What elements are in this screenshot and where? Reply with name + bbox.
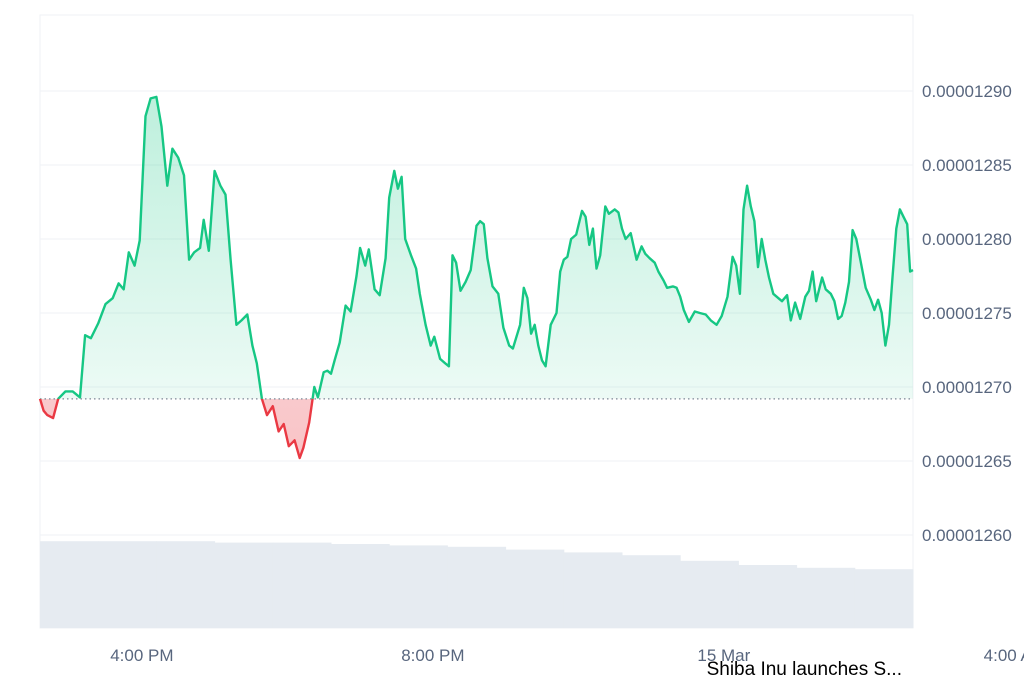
volume-bar bbox=[738, 565, 798, 628]
area-fill-down bbox=[40, 398, 313, 458]
volume-bars bbox=[40, 541, 914, 628]
volume-bar bbox=[563, 552, 623, 628]
price-line bbox=[38, 95, 914, 460]
volume-bar bbox=[389, 545, 448, 628]
price-area bbox=[40, 96, 913, 458]
volume-bar bbox=[796, 567, 856, 628]
volume-bar bbox=[156, 541, 216, 628]
y-tick-label: 0.00001275 bbox=[922, 304, 1012, 323]
volume-bar bbox=[680, 560, 739, 628]
x-tick-label: 8:00 PM bbox=[401, 646, 464, 665]
y-tick-label: 0.00001290 bbox=[922, 82, 1012, 101]
price-line-up bbox=[39, 95, 914, 399]
volume-bar bbox=[214, 542, 274, 628]
y-axis-labels: 0.00001290 0.00001285 0.00001280 0.00001275… bbox=[922, 82, 1012, 545]
news-caption[interactable]: Shiba Inu launches S... bbox=[706, 659, 902, 680]
x-tick-label: 4:00 AM bbox=[984, 646, 1024, 665]
volume-bar bbox=[40, 541, 99, 628]
y-tick-label: 0.00001265 bbox=[922, 452, 1012, 471]
y-tick-label: 0.00001280 bbox=[922, 230, 1012, 249]
x-tick-label: 15 Mar bbox=[697, 646, 750, 665]
y-tick-label: 0.00001270 bbox=[922, 378, 1012, 397]
volume-bar bbox=[854, 569, 914, 628]
volume-bar bbox=[331, 544, 390, 628]
volume-bar bbox=[622, 555, 681, 628]
volume-bar bbox=[447, 546, 507, 628]
volume-bar bbox=[272, 542, 332, 628]
area-fill-up bbox=[40, 96, 913, 399]
volume-bar bbox=[98, 541, 157, 628]
x-tick-label: 4:00 PM bbox=[110, 646, 173, 665]
volume-bar bbox=[505, 549, 565, 628]
y-tick-label: 0.00001260 bbox=[922, 526, 1012, 545]
y-tick-label: 0.00001285 bbox=[922, 156, 1012, 175]
